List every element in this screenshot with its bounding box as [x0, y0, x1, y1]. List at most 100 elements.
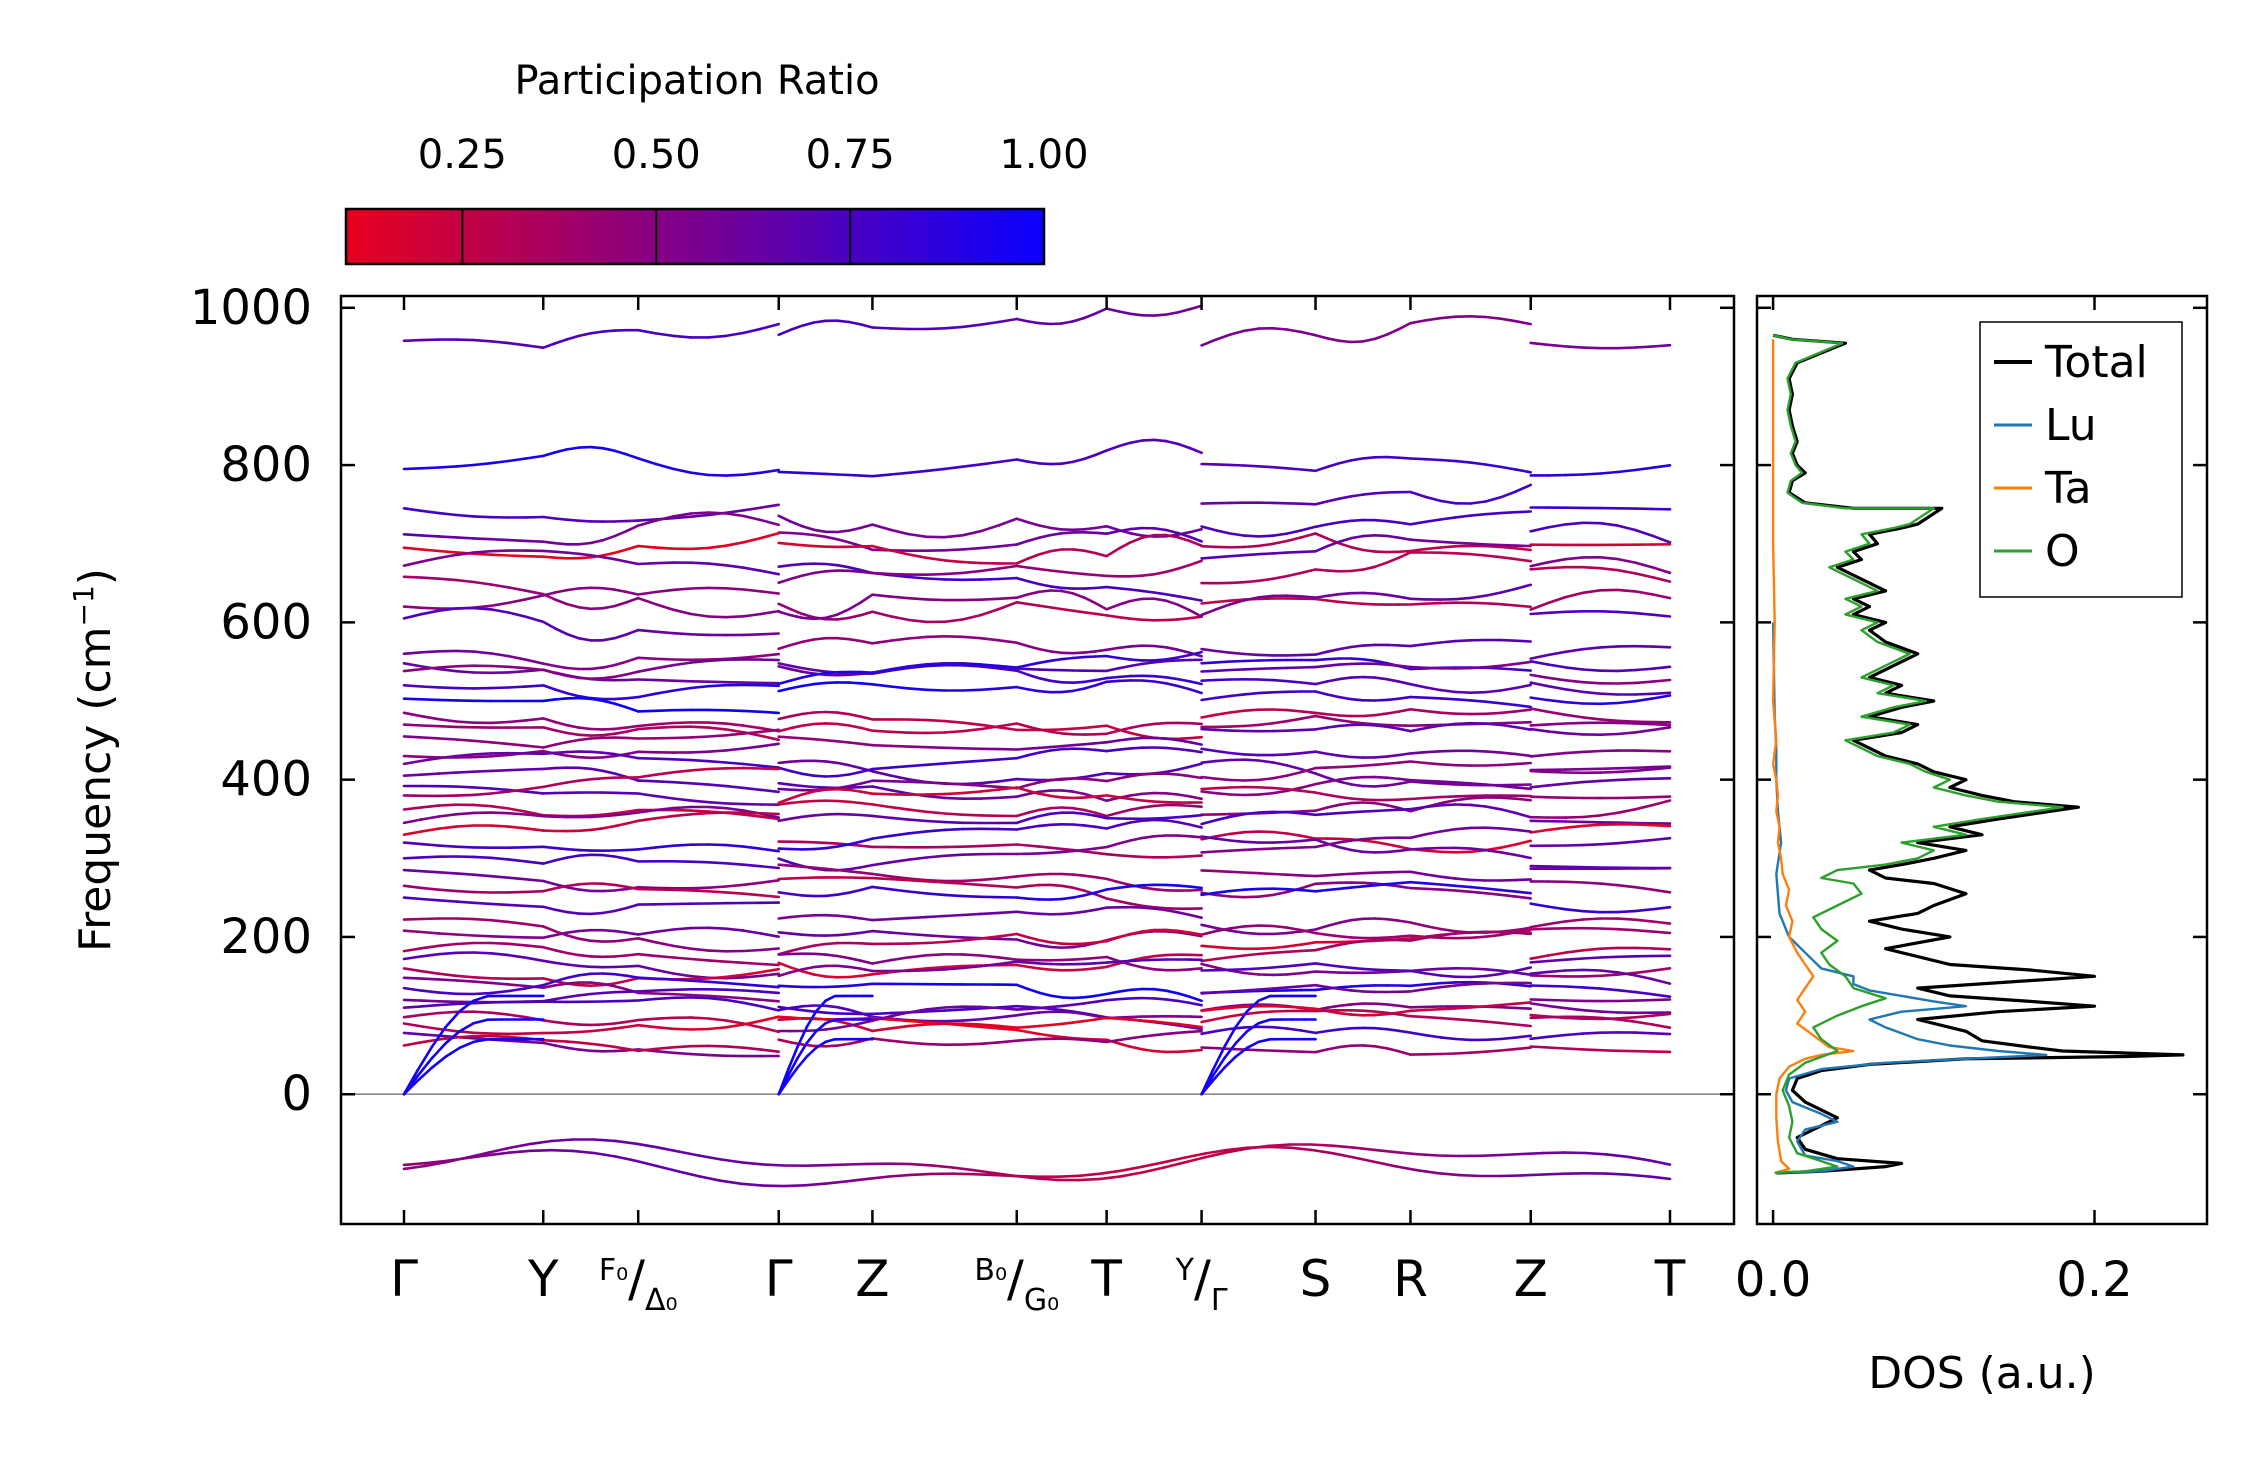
phonon-branch-segment	[1486, 713, 1501, 714]
phonon-branch-segment	[456, 671, 473, 672]
phonon-branch-segment	[1351, 677, 1363, 678]
phonon-branch-segment	[1363, 885, 1375, 886]
phonon-branch-segment	[1516, 855, 1531, 858]
phonon-branch-segment	[1130, 748, 1142, 749]
phonon-branch-segment	[1130, 738, 1142, 739]
phonon-branch-segment	[1351, 547, 1363, 550]
legend-label-o: O	[2045, 526, 2080, 577]
phonon-branch-segment	[615, 986, 627, 989]
phonon-branch-segment	[861, 873, 873, 874]
phonon-branch-segment	[579, 557, 591, 558]
phonon-branch-segment	[1287, 945, 1301, 947]
phonon-branch-segment	[909, 765, 927, 766]
phonon-branch-segment	[491, 539, 508, 540]
phonon-branch-segment	[1119, 886, 1131, 888]
phonon-branch-segment	[1039, 606, 1050, 608]
phonon-branch-segment	[1548, 731, 1566, 733]
phonon-branch-segment	[1301, 596, 1315, 597]
phonon-branch-segment	[1548, 665, 1566, 668]
phonon-branch-segment	[615, 940, 627, 941]
phonon-branch-segment	[1339, 341, 1351, 342]
phonon-branch-segment	[691, 686, 709, 688]
imaginary-mode-segment	[1438, 1173, 1459, 1175]
phonon-branch-segment	[909, 955, 927, 957]
phonon-branch-segment	[761, 992, 779, 993]
phonon-branch-segment	[1273, 947, 1287, 949]
phonon-branch-segment	[508, 540, 526, 541]
phonon-branch-segment	[673, 958, 691, 960]
phonon-branch-segment	[802, 675, 814, 678]
k-point-label: R	[1393, 1250, 1428, 1308]
phonon-branch-segment	[638, 781, 656, 782]
legend-label-ta: Ta	[2044, 463, 2092, 514]
phonon-branch-segment	[1471, 554, 1486, 555]
phonon-branch-segment	[1216, 1016, 1230, 1019]
phonon-branch-segment	[567, 733, 579, 735]
imaginary-mode-segment	[594, 1140, 615, 1141]
phonon-branch-segment	[1107, 731, 1119, 734]
phonon-branch-segment	[691, 783, 709, 784]
phonon-branch-segment	[591, 1044, 603, 1045]
phonon-branch-segment	[1017, 886, 1028, 887]
phonon-branch-segment	[491, 953, 508, 955]
phonon-branch-segment	[404, 548, 421, 550]
phonon-branch-segment	[1273, 788, 1287, 789]
phonon-branch-segment	[1411, 492, 1426, 497]
phonon-branch-segment	[656, 781, 674, 782]
phonon-branch-segment	[1062, 808, 1073, 809]
phonon-branch-segment	[1363, 991, 1375, 992]
phonon-branch-segment	[802, 534, 814, 535]
phonon-branch-segment	[1600, 734, 1617, 735]
phonon-branch-segment	[849, 787, 861, 788]
phonon-branch-segment	[1426, 781, 1441, 782]
phonon-branch-segment	[1339, 767, 1351, 768]
phonon-branch-segment	[945, 731, 963, 732]
phonon-branch-segment	[491, 755, 508, 756]
phonon-branch-segment	[1107, 605, 1119, 610]
phonon-branch-segment	[1230, 832, 1244, 834]
phonon-branch-segment	[1411, 1010, 1426, 1011]
phonon-branch-segment	[1399, 709, 1411, 711]
phonon-branch-segment	[1618, 732, 1635, 734]
phonon-branch-segment	[673, 722, 691, 723]
phonon-branch-segment	[826, 977, 838, 978]
phonon-branch-segment	[1230, 534, 1244, 536]
phonon-branch-segment	[421, 919, 438, 920]
imaginary-mode-segment	[404, 1163, 425, 1165]
phonon-branch-segment	[1327, 987, 1339, 989]
phonon-branch-segment	[1471, 805, 1486, 807]
phonon-branch-segment	[963, 854, 981, 855]
phonon-branch-segment	[1017, 875, 1028, 876]
phonon-branch-segment	[673, 633, 691, 634]
phonon-branch-segment	[1351, 937, 1363, 938]
phonon-branch-segment	[1635, 699, 1652, 702]
phonon-branch-segment	[1062, 797, 1073, 798]
phonon-branch-segment	[1618, 612, 1635, 613]
phonon-branch-segment	[927, 1011, 945, 1012]
phonon-branch-segment	[1216, 601, 1230, 602]
phonon-branch-segment	[526, 861, 543, 863]
phonon-branch-segment	[615, 857, 627, 859]
phonon-branch-segment	[1107, 964, 1119, 967]
phonon-branch-segment	[1486, 850, 1501, 852]
phonon-branch-segment	[474, 936, 491, 937]
phonon-branch-segment	[1051, 852, 1062, 853]
dos-x-axis-label: DOS (a.u.)	[1868, 1348, 2096, 1399]
phonon-branch-segment	[1316, 963, 1328, 965]
phonon-branch-segment	[1154, 646, 1166, 647]
phonon-branch-segment	[439, 666, 456, 667]
phonon-branch-segment	[1635, 1000, 1652, 1001]
phonon-branch-segment	[1327, 889, 1339, 890]
phonon-branch-segment	[1017, 962, 1028, 963]
phonon-branch-segment	[603, 930, 615, 931]
phonon-branch-segment	[802, 1006, 814, 1007]
phonon-branch-segment	[656, 590, 674, 592]
phonon-branch-segment	[579, 1043, 591, 1044]
phonon-branch-segment	[1273, 680, 1287, 681]
phonon-branch-segment	[1635, 825, 1652, 826]
phonon-branch-segment	[1375, 842, 1387, 844]
phonon-branch-segment	[1456, 598, 1471, 599]
phonon-branch-segment	[1441, 1054, 1456, 1055]
phonon-branch-segment	[1095, 1000, 1106, 1002]
phonon-branch-segment	[1486, 691, 1501, 693]
